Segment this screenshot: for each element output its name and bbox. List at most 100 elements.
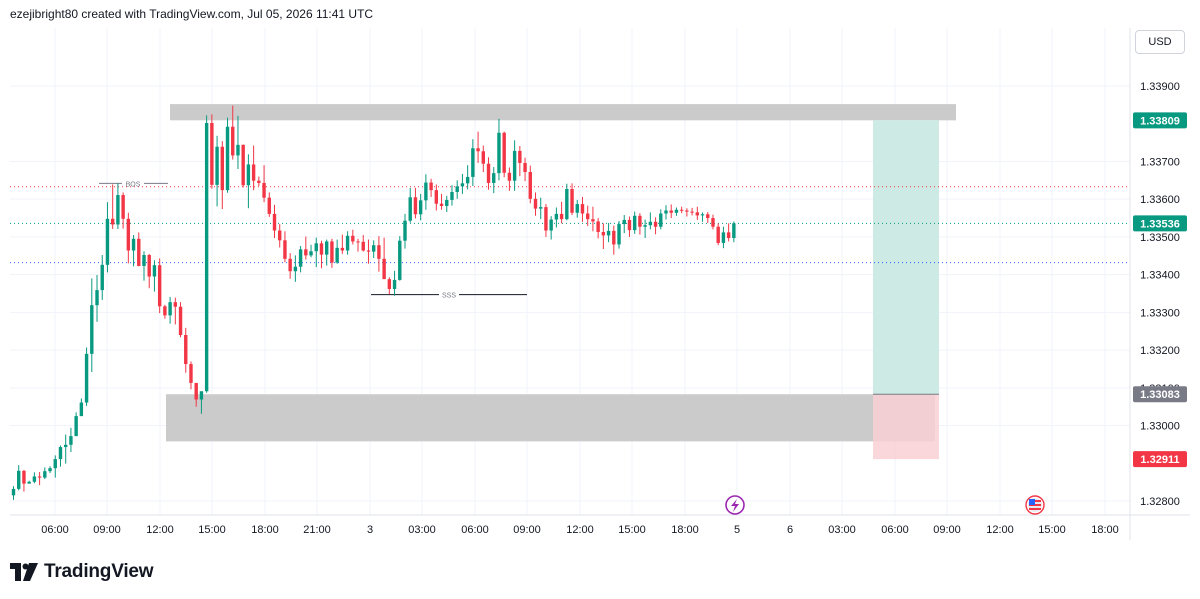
candle bbox=[199, 391, 204, 414]
candle-body bbox=[58, 447, 63, 460]
price-tags: 1.33809 1.33536 1.33083 1.32911 bbox=[1133, 112, 1187, 468]
candle bbox=[371, 240, 376, 259]
candle bbox=[570, 183, 574, 216]
x-tick-label: 3 bbox=[367, 524, 373, 536]
candle bbox=[601, 223, 606, 249]
candle-body bbox=[413, 197, 418, 215]
candle-body bbox=[455, 186, 459, 193]
candle bbox=[612, 225, 616, 255]
candle-body bbox=[366, 250, 371, 252]
brand-name: TradingView bbox=[44, 561, 154, 582]
candle-body bbox=[476, 148, 480, 152]
candle-body bbox=[178, 306, 183, 335]
candle-body bbox=[648, 221, 653, 226]
candle bbox=[674, 207, 679, 216]
candle-body bbox=[48, 468, 52, 472]
candle bbox=[11, 486, 16, 500]
candle bbox=[262, 165, 266, 203]
candle bbox=[586, 205, 590, 226]
candle-body bbox=[601, 232, 606, 236]
sss-label: SSS bbox=[442, 293, 456, 300]
currency-button[interactable]: USD bbox=[1135, 30, 1185, 54]
candle bbox=[173, 297, 178, 325]
candle-body bbox=[596, 221, 600, 233]
candle bbox=[685, 208, 689, 217]
candle-body bbox=[371, 245, 376, 252]
candle-body bbox=[570, 188, 574, 213]
candle bbox=[512, 140, 517, 191]
candle bbox=[617, 221, 621, 249]
candle bbox=[74, 412, 78, 437]
candle-body bbox=[157, 265, 162, 307]
candle-body bbox=[523, 162, 527, 173]
lightning-event-icon[interactable] bbox=[725, 495, 745, 515]
candle bbox=[178, 302, 183, 338]
candle bbox=[304, 236, 308, 260]
tradingview-brand[interactable]: TradingView bbox=[10, 561, 154, 583]
candle bbox=[439, 193, 444, 210]
candle-body bbox=[173, 302, 178, 307]
candle bbox=[79, 398, 84, 417]
candle bbox=[539, 197, 543, 220]
candle-body bbox=[732, 223, 736, 239]
candle bbox=[314, 237, 318, 268]
candle-body bbox=[528, 172, 532, 199]
candle bbox=[251, 145, 256, 191]
candle bbox=[184, 327, 188, 373]
candle-body bbox=[554, 213, 559, 220]
candle-body bbox=[726, 232, 731, 239]
candle bbox=[272, 204, 277, 239]
candle-body bbox=[147, 255, 151, 277]
candle bbox=[95, 275, 99, 322]
price-tag-label: 1.33809 bbox=[1140, 115, 1180, 127]
candle bbox=[319, 240, 324, 269]
candle bbox=[43, 467, 47, 480]
candle bbox=[460, 173, 465, 194]
candle bbox=[215, 135, 219, 207]
candle-body bbox=[387, 279, 392, 289]
chart-header-title: ezejibright80 created with TradingView.c… bbox=[10, 7, 374, 21]
candle bbox=[471, 139, 475, 186]
candle-body bbox=[424, 182, 428, 201]
candle bbox=[246, 154, 251, 209]
candle-body bbox=[84, 353, 89, 403]
candle-body bbox=[408, 197, 412, 221]
demand-zone bbox=[166, 394, 935, 442]
candle-body bbox=[533, 198, 538, 209]
candle-body bbox=[465, 176, 470, 184]
candle-body bbox=[539, 207, 543, 209]
candle-body bbox=[152, 265, 157, 277]
chart-zones bbox=[166, 104, 956, 460]
candle-body bbox=[471, 148, 475, 177]
candle bbox=[638, 213, 642, 235]
x-tick-label: 15:00 bbox=[198, 524, 226, 536]
candle-body bbox=[267, 197, 271, 214]
candle-body bbox=[351, 235, 355, 242]
candle bbox=[424, 174, 428, 210]
candle-body bbox=[565, 188, 569, 220]
x-tick-label: 12:00 bbox=[146, 524, 174, 536]
us-flag-event-icon[interactable] bbox=[1025, 495, 1045, 515]
candle bbox=[105, 202, 110, 273]
x-tick-label: 09:00 bbox=[933, 524, 961, 536]
candle-body bbox=[246, 164, 251, 186]
candle-body bbox=[492, 173, 496, 183]
x-tick-label: 6 bbox=[787, 524, 793, 536]
candle-body bbox=[664, 210, 668, 214]
candle bbox=[126, 212, 131, 264]
candle bbox=[278, 224, 282, 248]
candle-body bbox=[325, 241, 329, 255]
candle-body bbox=[507, 172, 512, 181]
candle-body bbox=[632, 215, 637, 231]
candle-body bbox=[309, 251, 313, 256]
candle-body bbox=[617, 224, 621, 245]
candle-body bbox=[361, 241, 365, 251]
candle-body bbox=[257, 180, 261, 183]
x-tick-label: 12:00 bbox=[566, 524, 594, 536]
candle-body bbox=[283, 240, 287, 259]
horizontal-lines bbox=[10, 186, 1130, 264]
candle-body bbox=[298, 249, 303, 267]
candle-body bbox=[262, 182, 266, 198]
candle bbox=[403, 213, 407, 249]
